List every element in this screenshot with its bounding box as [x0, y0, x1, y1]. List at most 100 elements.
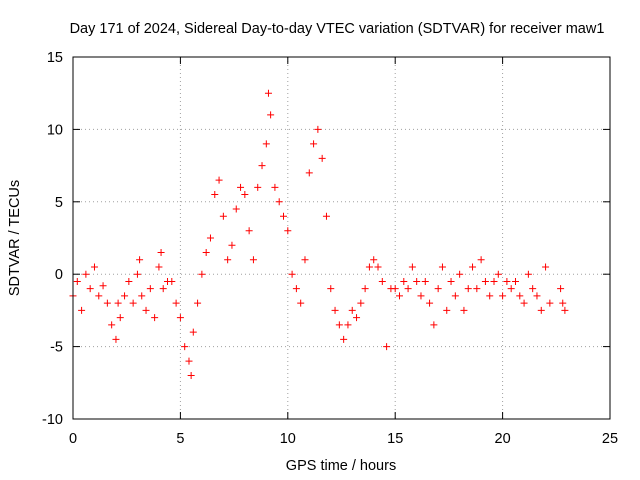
data-point: [187, 372, 195, 380]
data-point: [103, 299, 111, 307]
data-point: [348, 306, 356, 314]
data-point: [146, 285, 154, 293]
data-point: [378, 277, 386, 285]
data-point: [202, 248, 210, 256]
data-point: [151, 314, 159, 322]
data-point: [215, 176, 223, 184]
data-point: [559, 299, 567, 307]
x-tick-label: 20: [495, 431, 511, 447]
data-point: [546, 299, 554, 307]
data-point: [155, 263, 163, 271]
data-point: [280, 212, 288, 220]
data-point: [426, 299, 434, 307]
data-point: [447, 277, 455, 285]
data-point: [249, 256, 257, 264]
data-point: [353, 314, 361, 322]
data-point: [206, 234, 214, 242]
data-point: [82, 270, 90, 278]
data-point: [245, 227, 253, 235]
data-point: [157, 248, 165, 256]
data-point: [275, 198, 283, 206]
y-tick-label: -10: [42, 412, 63, 428]
data-point: [477, 256, 485, 264]
x-tick-label: 10: [280, 431, 296, 447]
data-point: [516, 292, 524, 300]
data-point: [125, 277, 133, 285]
data-point: [172, 299, 180, 307]
x-tick-label: 0: [69, 431, 77, 447]
data-point: [159, 285, 167, 293]
y-tick-label: 15: [47, 50, 63, 66]
data-point: [116, 314, 124, 322]
data-point: [258, 162, 266, 170]
y-tick-label: 10: [47, 122, 63, 138]
data-point: [284, 227, 292, 235]
data-point: [237, 183, 245, 191]
data-point: [344, 321, 352, 329]
data-point: [374, 263, 382, 271]
data-point: [327, 285, 335, 293]
data-point: [219, 212, 227, 220]
data-point: [421, 277, 429, 285]
data-point: [430, 321, 438, 329]
data-point: [400, 277, 408, 285]
data-point: [211, 191, 219, 199]
data-point: [224, 256, 232, 264]
data-point: [533, 292, 541, 300]
data-point: [486, 292, 494, 300]
data-point: [95, 292, 103, 300]
y-axis-ticks: -10 -5 0 5 10 15: [42, 50, 610, 428]
plot-frame: [72, 56, 611, 420]
data-point: [365, 263, 373, 271]
y-tick-label: 0: [55, 267, 63, 283]
data-point: [112, 335, 120, 343]
data-point: [189, 328, 197, 336]
data-markers: [69, 89, 569, 380]
data-point: [78, 306, 86, 314]
data-point: [507, 285, 515, 293]
data-point: [511, 277, 519, 285]
data-point: [456, 270, 464, 278]
data-point: [314, 125, 322, 133]
grid-lines: [73, 57, 610, 419]
data-point: [473, 285, 481, 293]
data-point: [121, 292, 129, 300]
data-point: [264, 89, 272, 97]
x-tick-label: 25: [602, 431, 618, 447]
data-point: [301, 256, 309, 264]
data-point: [340, 335, 348, 343]
data-point: [241, 191, 249, 199]
data-point: [133, 270, 141, 278]
data-point: [443, 306, 451, 314]
x-axis-label: GPS time / hours: [286, 458, 396, 474]
data-point: [417, 292, 425, 300]
data-point: [185, 357, 193, 365]
data-point: [292, 285, 300, 293]
data-point: [114, 299, 122, 307]
data-point: [254, 183, 262, 191]
data-point: [370, 256, 378, 264]
data-point: [503, 277, 511, 285]
data-point: [99, 282, 107, 290]
data-point: [232, 205, 240, 213]
data-point: [395, 292, 403, 300]
data-point: [464, 285, 472, 293]
data-point: [90, 263, 98, 271]
data-point: [413, 277, 421, 285]
data-point: [438, 263, 446, 271]
data-point: [168, 277, 176, 285]
data-point: [138, 292, 146, 300]
data-point: [228, 241, 236, 249]
data-point: [129, 299, 137, 307]
data-point: [136, 256, 144, 264]
data-point: [198, 270, 206, 278]
data-point: [524, 270, 532, 278]
data-point: [331, 306, 339, 314]
data-point: [542, 263, 550, 271]
y-axis-label: SDTVAR / TECUs: [7, 180, 23, 296]
data-point: [322, 212, 330, 220]
data-point: [529, 285, 537, 293]
data-point: [481, 277, 489, 285]
data-point: [267, 111, 275, 119]
